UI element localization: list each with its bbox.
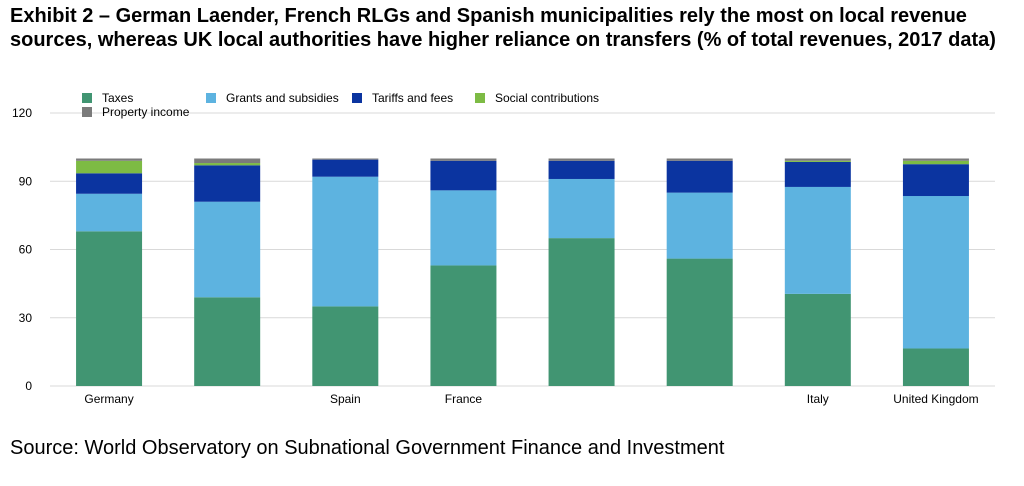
bar-segment xyxy=(666,258,733,386)
x-category-label: United Kingdom xyxy=(893,392,978,406)
y-tick-label: 120 xyxy=(12,106,32,120)
bar-segment xyxy=(430,158,497,161)
legend-label: Grants and subsidies xyxy=(226,91,339,105)
bar-segment xyxy=(312,176,379,307)
bar-segment xyxy=(784,158,851,161)
x-category-label: Italy xyxy=(807,392,829,406)
bar-segment xyxy=(76,173,143,194)
legend-swatch xyxy=(352,93,362,103)
x-category-label: France xyxy=(445,392,483,406)
bar-segment xyxy=(548,178,615,239)
x-category-label: Spain xyxy=(330,392,361,406)
bar-segment xyxy=(784,293,851,386)
bar-segment xyxy=(76,231,143,386)
legend-label: Property income xyxy=(102,105,190,119)
bar-segment xyxy=(194,201,261,298)
legend-swatch xyxy=(82,107,92,117)
bar-segment xyxy=(76,160,143,174)
bar-segment xyxy=(784,186,851,294)
chart-area: 0 30 60 90 120 Germany Spain France Italy United … xyxy=(0,88,1024,418)
bar-segment xyxy=(430,160,497,191)
bar-segment xyxy=(784,160,851,162)
bar-segment xyxy=(902,196,969,349)
bar-segment xyxy=(902,348,969,386)
legend-label: Taxes xyxy=(102,91,133,105)
legend-label: Social contributions xyxy=(495,91,599,105)
bar-segment xyxy=(666,192,733,259)
y-tick-label: 0 xyxy=(25,379,32,393)
bar-segment xyxy=(194,163,261,166)
bar-segment xyxy=(194,297,261,386)
bar-segment xyxy=(312,306,379,386)
bar-segment xyxy=(312,159,379,177)
bar-segment xyxy=(194,158,261,164)
stacked-bar-chart: 0 30 60 90 120 Germany Spain France Italy United … xyxy=(12,91,995,406)
legend-swatch xyxy=(475,93,485,103)
bar-segment xyxy=(430,265,497,386)
x-category-label: Germany xyxy=(84,392,133,406)
y-tick-label: 30 xyxy=(19,311,33,325)
bar-segment xyxy=(666,158,733,161)
bar-segment xyxy=(76,193,143,232)
bar-segment xyxy=(548,238,615,386)
bar-segment xyxy=(548,158,615,161)
legend-label: Tariffs and fees xyxy=(372,91,453,105)
legend-swatch xyxy=(82,93,92,103)
bar-segment xyxy=(312,158,379,160)
bar-segment xyxy=(784,161,851,187)
bar-segment xyxy=(548,160,615,179)
bar-segment xyxy=(902,164,969,197)
chart-title: Exhibit 2 – German Laender, French RLGs … xyxy=(10,5,996,51)
bar-segment xyxy=(430,190,497,266)
bar-segment xyxy=(194,165,261,202)
bar-segment xyxy=(902,160,969,165)
bar-segment xyxy=(76,158,143,161)
legend-swatch xyxy=(206,93,216,103)
bar-segment xyxy=(666,160,733,193)
y-tick-label: 60 xyxy=(19,243,33,257)
bar-segment xyxy=(902,158,969,161)
y-tick-label: 90 xyxy=(19,174,33,188)
source-note: Source: World Observatory on Subnational… xyxy=(10,437,725,459)
